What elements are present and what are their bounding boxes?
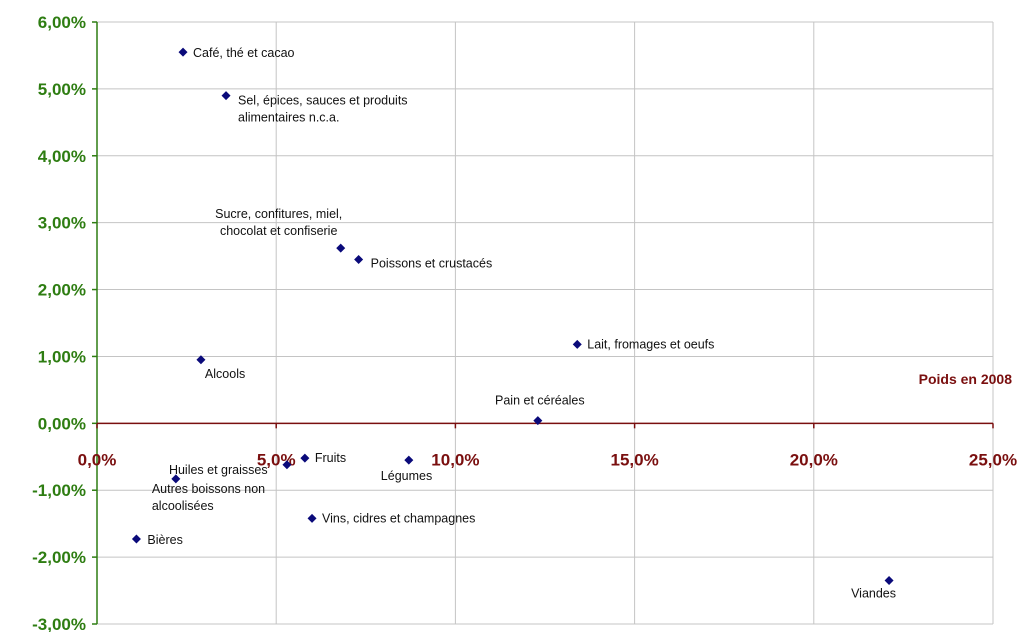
data-point-marker bbox=[336, 243, 346, 253]
data-point-marker bbox=[307, 513, 317, 523]
data-point-marker bbox=[178, 47, 188, 57]
data-point-label: Autres boissons non bbox=[152, 482, 265, 496]
data-point-marker bbox=[572, 339, 582, 349]
point-labels: Café, thé et cacao Sel, épices, sauces et… bbox=[147, 46, 896, 600]
x-axis-tick-labels: 0,0% 5,0% 10,0% 15,0% 20,0% 25,0% bbox=[78, 450, 1017, 469]
y-axis-tick-labels: -3,00% -2,00% -1,00% 0,00% 1,00% 2,00% 3,00% 4,… bbox=[32, 13, 86, 632]
data-point-label: Café, thé et cacao bbox=[193, 46, 295, 60]
data-points bbox=[131, 47, 894, 586]
data-point-marker bbox=[533, 416, 543, 426]
data-point-marker bbox=[196, 355, 206, 365]
x-tick-label: 0,0% bbox=[78, 450, 117, 469]
data-point-label: alcoolisées bbox=[152, 499, 214, 513]
y-tick-label: 5,00% bbox=[38, 80, 86, 99]
data-point-label: Fruits bbox=[315, 451, 346, 465]
x-tick-label: 20,0% bbox=[790, 450, 838, 469]
data-point-label: Bières bbox=[147, 533, 182, 547]
data-point-label: Huiles et graisses bbox=[169, 463, 268, 477]
data-point-marker bbox=[404, 455, 414, 465]
data-point-marker bbox=[171, 474, 181, 484]
y-tick-label: -2,00% bbox=[32, 548, 86, 567]
x-tick-label: 15,0% bbox=[610, 450, 658, 469]
y-tick-label: -1,00% bbox=[32, 481, 86, 500]
data-point-marker bbox=[221, 91, 231, 101]
data-point-label: Pain et céréales bbox=[495, 394, 585, 408]
data-point-marker bbox=[282, 460, 292, 470]
data-point-label: Alcools bbox=[205, 367, 245, 381]
y-tick-label: 1,00% bbox=[38, 347, 86, 366]
x-tick-label: 10,0% bbox=[431, 450, 479, 469]
data-point-label: Viandes bbox=[851, 587, 896, 601]
data-point-label: Sel, épices, sauces et produits bbox=[238, 94, 408, 108]
y-tick-label: 6,00% bbox=[38, 13, 86, 32]
data-point-marker bbox=[354, 254, 364, 264]
x-tick-label: 25,0% bbox=[969, 450, 1017, 469]
y-tick-label: 3,00% bbox=[38, 214, 86, 233]
x-axis-title: Poids en 2008 bbox=[919, 371, 1013, 387]
y-tick-label: -3,00% bbox=[32, 615, 86, 632]
data-point-label: Légumes bbox=[381, 469, 432, 483]
axes bbox=[92, 21, 994, 625]
data-point-marker bbox=[300, 453, 310, 463]
data-point-label: alimentaires n.c.a. bbox=[238, 111, 339, 125]
y-tick-label: 0,00% bbox=[38, 414, 86, 433]
data-point-label: chocolat et confiserie bbox=[220, 224, 337, 238]
data-point-marker bbox=[131, 534, 141, 544]
y-tick-label: 2,00% bbox=[38, 281, 86, 300]
data-point-label: Sucre, confitures, miel, bbox=[215, 207, 342, 221]
grid-lines bbox=[97, 21, 994, 625]
y-tick-label: 4,00% bbox=[38, 147, 86, 166]
data-point-label: Poissons et crustacés bbox=[371, 256, 493, 270]
data-point-label: Vins, cidres et champagnes bbox=[322, 511, 475, 525]
data-point-marker bbox=[884, 576, 894, 586]
data-point-label: Lait, fromages et oeufs bbox=[587, 337, 714, 351]
